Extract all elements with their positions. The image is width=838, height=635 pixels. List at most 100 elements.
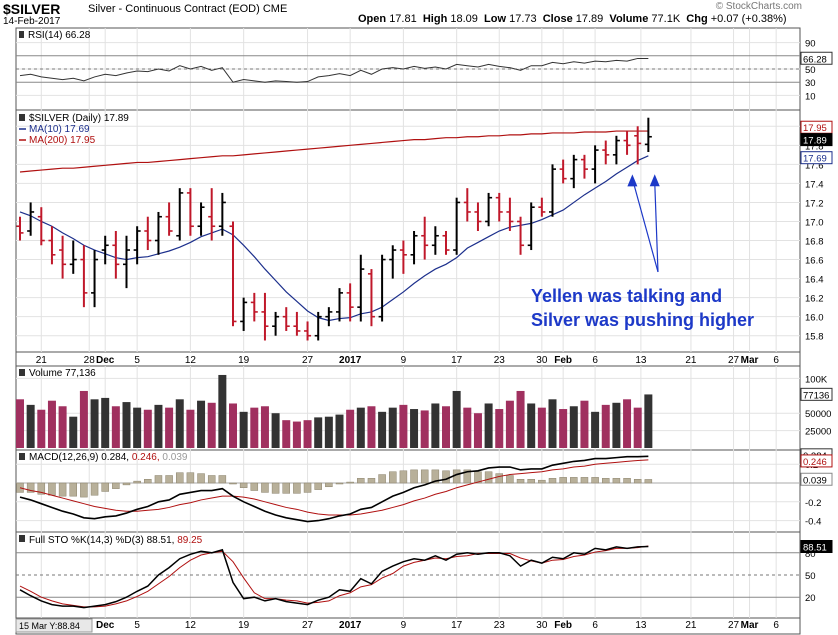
ohlc-bar <box>612 135 620 165</box>
ohlc-bar <box>112 231 120 279</box>
volume-bar <box>154 404 163 448</box>
volume-bar <box>69 416 78 448</box>
volume-bar <box>229 403 237 448</box>
ohlc-bar <box>91 250 99 308</box>
macd-histogram-bar <box>538 479 546 484</box>
ohlc-bar <box>101 235 109 265</box>
volume-bar <box>101 397 110 448</box>
x-tick-bottom: 6 <box>773 620 779 631</box>
x-tick-top: 23 <box>494 355 506 366</box>
ohlc-bar <box>250 292 258 322</box>
ohlc-bar <box>133 226 141 265</box>
ohlc-bar <box>69 240 77 274</box>
macd-histogram-bar <box>282 482 290 494</box>
macd-histogram-bar <box>495 473 503 484</box>
volume-bar <box>516 390 525 448</box>
ohlc-bar <box>165 202 173 236</box>
ohlc-bar <box>293 311 301 336</box>
ohlc-bar <box>623 131 631 155</box>
volume-bar <box>292 421 301 448</box>
sto-value-tag: 88.51 <box>803 543 827 554</box>
price-tick: 16.0 <box>805 313 824 324</box>
ohlc-bar <box>229 221 237 327</box>
rsi-icon <box>19 31 24 38</box>
x-tick-top: 19 <box>238 355 250 366</box>
volume-bar <box>644 394 653 448</box>
volume-bar <box>399 404 408 448</box>
price-tick: 16.6 <box>805 256 824 267</box>
macd-histogram-bar <box>176 472 184 484</box>
volume-value-tag: 77136 <box>803 390 829 401</box>
ohlc-bar <box>410 231 418 265</box>
ohlc-bar <box>559 159 567 184</box>
macd-histogram-bar <box>218 475 227 484</box>
volume-bar <box>388 407 397 448</box>
ohlc-bar <box>346 283 354 322</box>
ohlc-bar <box>485 192 493 227</box>
close-value-tag: 17.89 <box>803 136 827 147</box>
x-tick-top: 6 <box>592 355 598 366</box>
ohlc-bar <box>634 126 642 165</box>
macd-histogram-bar <box>133 480 141 484</box>
macd-histogram-bar <box>378 474 386 484</box>
macd-histogram-bar <box>154 475 163 484</box>
volume-bar <box>175 399 184 448</box>
volume-bar <box>580 400 589 448</box>
ohlc-bar <box>591 145 599 184</box>
x-tick-top: 12 <box>185 355 197 366</box>
volume-value-tag-bg <box>800 387 833 401</box>
macd-tick: -0.2 <box>805 498 821 509</box>
macd-histogram-bar <box>271 482 280 494</box>
x-tick-bottom: 27 <box>302 620 314 631</box>
ohlc-bar <box>580 154 588 179</box>
ma10-value-tag: 17.69 <box>803 154 827 165</box>
macd-histogram-bar <box>58 482 67 497</box>
symbol: $SILVER <box>3 1 61 17</box>
price-tick: 17.4 <box>805 179 824 190</box>
ohlc-bar <box>282 307 290 331</box>
x-tick-bottom: 5 <box>134 620 140 631</box>
volume-label: Volume 77,136 <box>29 368 96 379</box>
ohlc-bar <box>389 245 397 279</box>
x-tick-top: 27 <box>302 355 314 366</box>
volume-bar <box>16 399 24 448</box>
macd-line <box>19 455 649 523</box>
macd-hist-tag-bg <box>800 472 833 486</box>
ohlc-bar <box>314 311 322 341</box>
sto-tick: 20 <box>805 593 816 604</box>
price-tick: 16.8 <box>805 237 824 248</box>
volume-bar <box>495 409 504 448</box>
volume-bar <box>260 406 269 448</box>
macd-histogram-bar <box>357 478 365 484</box>
volume-bar <box>612 402 621 448</box>
macd-histogram-bar <box>420 469 429 484</box>
sto-d-value: 89.25 <box>177 535 202 546</box>
volume-bar <box>197 400 206 448</box>
macd-signal-line <box>19 459 649 516</box>
x-tick-top: 21 <box>36 355 48 366</box>
cursor-readout: 15 Mar Y:88.84 <box>19 621 80 631</box>
volume-bar <box>143 409 152 448</box>
macd-histogram-bar <box>389 471 397 484</box>
annotation-arrowhead-right <box>649 174 660 187</box>
ohlc-bar <box>208 188 216 241</box>
volume-tick: 25000 <box>805 427 831 438</box>
chart-date: 14-Feb-2017 <box>3 16 61 27</box>
macd-histogram-bar <box>303 482 312 493</box>
macd-histogram-bar <box>80 482 88 498</box>
ma10-value-tag-bg <box>800 151 833 165</box>
volume-bar <box>569 406 578 448</box>
ohlc-bar <box>336 288 343 322</box>
macd-histogram-bar <box>186 472 195 484</box>
macd-histogram-bar <box>559 477 567 484</box>
macd-histogram-bar <box>293 482 301 494</box>
macd-label: MACD(12,26,9) 0.284, 0.246, 0.039 <box>29 452 188 463</box>
ohlc-bar <box>80 245 88 308</box>
volume-bar <box>47 400 56 448</box>
rsi-tick: 10 <box>805 91 816 102</box>
macd-histogram-bar <box>101 482 109 492</box>
ohlc-bar <box>325 307 333 327</box>
macd-histogram-bar <box>516 479 525 484</box>
annotation-arrow-right <box>654 182 659 273</box>
ohlc-bar <box>197 202 205 236</box>
